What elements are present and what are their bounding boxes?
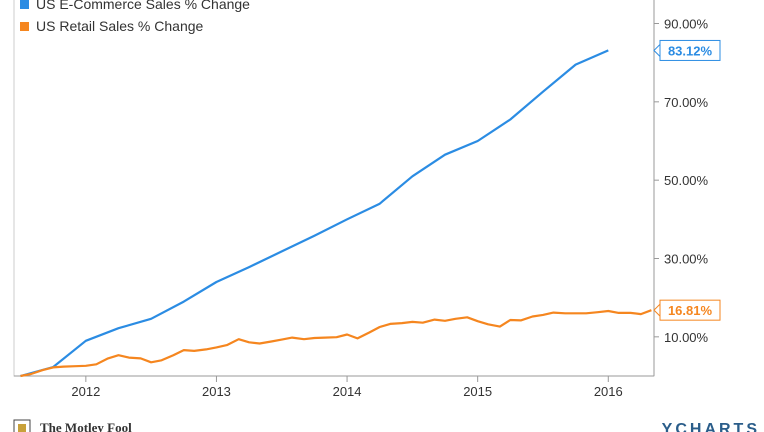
legend-swatch bbox=[20, 22, 29, 31]
end-label-box bbox=[659, 39, 721, 61]
x-tick-label: 2015 bbox=[463, 384, 492, 399]
end-label-1: 16.81% bbox=[668, 303, 713, 318]
x-tick-label: 2014 bbox=[333, 384, 362, 399]
legend-label: US E-Commerce Sales % Change bbox=[36, 0, 250, 12]
end-label-box bbox=[659, 299, 721, 321]
plot-area bbox=[13, 0, 655, 377]
y-tick-label: 90.00% bbox=[664, 17, 709, 32]
y-tick-label: 50.00% bbox=[664, 173, 709, 188]
motley-fool-logo bbox=[13, 419, 31, 432]
x-axis-ticks: 2012 2013 2014 2015 2016 bbox=[71, 376, 623, 399]
footer-left-text: The Motley Fool bbox=[40, 420, 132, 432]
end-labels: 83.12% 16.81% bbox=[653, 39, 721, 321]
legend-swatch bbox=[20, 0, 29, 9]
series-lines bbox=[20, 49, 652, 378]
y-tick-label: 30.00% bbox=[664, 252, 709, 267]
footer: The Motley Fool YCHARTS bbox=[13, 419, 760, 432]
y-tick-label: 10.00% bbox=[664, 330, 709, 345]
y-axis-ticks: 10.00% 30.00% 50.00% 70.00% 90.00% bbox=[654, 17, 709, 345]
x-tick-label: 2013 bbox=[202, 384, 231, 399]
series-line-1 bbox=[20, 309, 652, 378]
legend: US E-Commerce Sales % Change US Retail Sa… bbox=[15, 0, 307, 42]
y-tick-label: 70.00% bbox=[664, 95, 709, 110]
series-line-0 bbox=[20, 49, 609, 378]
x-tick-label: 2016 bbox=[594, 384, 623, 399]
end-label-0: 83.12% bbox=[668, 43, 713, 58]
x-tick-label: 2012 bbox=[71, 384, 100, 399]
footer-right-text: YCHARTS bbox=[662, 421, 760, 432]
plot-frame bbox=[13, 0, 655, 377]
legend-background bbox=[15, 0, 307, 42]
legend-label: US Retail Sales % Change bbox=[36, 18, 204, 34]
